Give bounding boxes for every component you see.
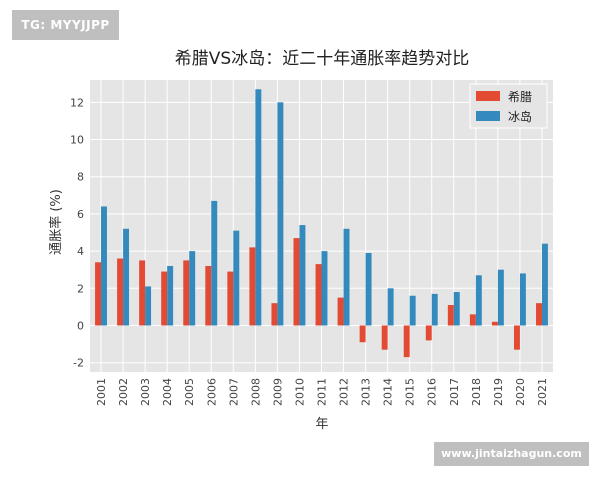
bar-greece-2013	[359, 325, 366, 343]
bar-greece-2021	[536, 303, 542, 326]
y-tick-labels: -2 0 2 4 6 8 10 12	[70, 96, 84, 369]
x-tick-label: 2018	[470, 378, 483, 406]
bar-iceland-2004	[167, 265, 174, 326]
x-tick-label: 2014	[382, 378, 395, 406]
bar-greece-2005	[183, 260, 190, 326]
chart-title: 希腊VS冰岛：近二十年通胀率趋势对比	[175, 49, 469, 69]
x-tick-label: 2021	[536, 378, 549, 406]
x-tick-label: 2009	[271, 378, 284, 406]
y-tick-label: 6	[77, 208, 84, 221]
bar-iceland-2015	[409, 295, 416, 326]
bar-greece-2002	[117, 258, 124, 326]
legend-swatch	[476, 91, 500, 101]
bar-iceland-2005	[189, 251, 196, 326]
bar-greece-2014	[381, 325, 388, 350]
watermark-bottom-right: www.jintaizhagun.com	[434, 442, 589, 466]
x-tick-label: 2020	[514, 378, 527, 406]
bar-greece-2007	[227, 271, 234, 326]
y-tick-label: 12	[70, 96, 84, 109]
bar-iceland-2003	[145, 286, 152, 326]
bar-greece-2006	[205, 265, 212, 326]
bar-greece-2009	[271, 303, 278, 326]
bar-iceland-2013	[365, 252, 372, 326]
x-tick-label: 2002	[117, 378, 130, 406]
bar-greece-2001	[95, 262, 102, 326]
bar-iceland-2010	[299, 225, 306, 326]
x-tick-label: 2017	[448, 378, 461, 406]
bar-greece-2008	[249, 247, 256, 326]
x-tick-label: 2013	[360, 378, 373, 406]
x-axis-label: 年	[315, 417, 328, 432]
legend-swatch	[476, 111, 500, 121]
y-axis-label: 通胀率 (%)	[48, 189, 64, 255]
y-tick-label: 10	[70, 134, 84, 147]
bar-iceland-2011	[321, 251, 328, 326]
bar-greece-2012	[337, 297, 344, 326]
bar-greece-2010	[293, 238, 300, 326]
x-tick-label: 2001	[95, 378, 108, 406]
bars	[95, 89, 548, 358]
y-tick-label: 4	[77, 245, 84, 258]
bar-greece-2018	[469, 314, 476, 326]
x-tick-label: 2016	[426, 378, 439, 406]
bar-iceland-2007	[233, 230, 240, 326]
bar-iceland-2002	[123, 228, 130, 326]
bar-iceland-2012	[343, 228, 350, 326]
bar-iceland-2009	[277, 102, 284, 326]
x-tick-label: 2012	[338, 378, 351, 406]
bar-iceland-2019	[497, 269, 504, 326]
x-tick-label: 2004	[161, 378, 174, 406]
legend-label: 希腊	[508, 89, 532, 104]
bar-iceland-2017	[453, 292, 460, 326]
x-tick-label: 2003	[139, 378, 152, 406]
bar-iceland-2001	[101, 206, 107, 326]
bar-greece-2017	[447, 305, 454, 326]
x-tick-label: 2008	[249, 378, 262, 406]
watermark-top-left: TG: MYYJJPP	[12, 10, 119, 40]
bar-greece-2016	[425, 325, 432, 341]
y-tick-label: 0	[77, 320, 84, 333]
bar-iceland-2014	[387, 288, 394, 326]
y-tick-label: 8	[77, 171, 84, 184]
legend-label: 冰岛	[508, 109, 532, 124]
bar-greece-2003	[139, 260, 146, 326]
bar-greece-2011	[315, 264, 322, 326]
y-tick-label: 2	[77, 282, 84, 295]
bar-greece-2004	[161, 271, 168, 326]
x-tick-labels: 2001 2002 2003 2004 2005 2006 2007 2008 2009 2010…	[95, 378, 549, 406]
bar-iceland-2008	[255, 89, 262, 326]
bar-greece-2015	[403, 325, 410, 358]
x-tick-label: 2019	[492, 378, 505, 406]
x-tick-label: 2015	[404, 378, 417, 406]
bar-iceland-2021	[541, 243, 548, 326]
x-tick-label: 2011	[316, 378, 329, 406]
x-tick-label: 2005	[183, 378, 196, 406]
bar-greece-2019	[491, 321, 498, 326]
x-tick-label: 2007	[227, 378, 240, 406]
x-tick-label: 2006	[205, 378, 218, 406]
y-tick-label: -2	[73, 357, 84, 370]
bar-greece-2020	[513, 325, 520, 350]
bar-iceland-2016	[431, 293, 438, 326]
bar-iceland-2018	[475, 275, 482, 326]
bar-iceland-2006	[211, 200, 218, 326]
x-tick-label: 2010	[293, 378, 306, 406]
bar-iceland-2020	[519, 273, 526, 326]
